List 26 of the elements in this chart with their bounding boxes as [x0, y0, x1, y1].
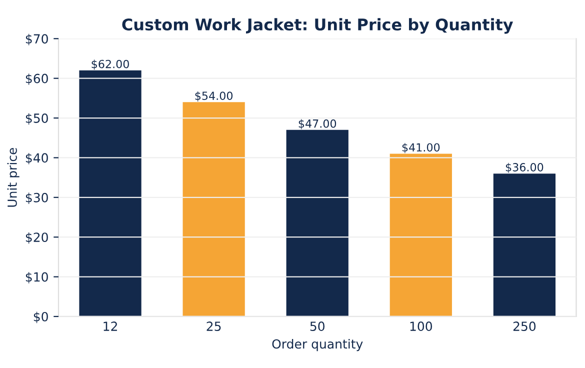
x-axis-title: Order quantity — [272, 338, 363, 352]
data-label: $41.00 — [402, 142, 440, 154]
bar — [79, 70, 142, 316]
x-tick-label: 250 — [513, 322, 536, 332]
y-tick-label: $0 — [34, 312, 48, 324]
y-tick-label: $40 — [26, 152, 48, 164]
data-label: $62.00 — [92, 60, 129, 70]
y-tick-label: $60 — [26, 74, 48, 85]
data-label: $36.00 — [506, 162, 544, 173]
data-label: $47.00 — [298, 119, 336, 130]
bar — [286, 130, 348, 316]
x-tick-label: 25 — [206, 322, 221, 332]
chart-title: Custom Work Jacket: Unit Price by Quantity — [122, 18, 514, 34]
y-tick-label: $10 — [26, 272, 48, 284]
bar — [493, 174, 556, 316]
x-tick-label: 12 — [104, 322, 117, 331]
y-axis-title: Unit price — [7, 148, 20, 207]
y-tick-label: $30 — [26, 192, 48, 204]
x-tick-label: 100 — [410, 322, 432, 332]
y-tick-label: $20 — [26, 232, 48, 244]
bar — [182, 102, 245, 316]
bar — [390, 154, 452, 316]
x-tick-label: 50 — [310, 322, 324, 332]
data-label: $54.00 — [195, 91, 233, 102]
y-tick-label: $50 — [26, 113, 48, 125]
y-tick-label: $70 — [26, 34, 48, 46]
